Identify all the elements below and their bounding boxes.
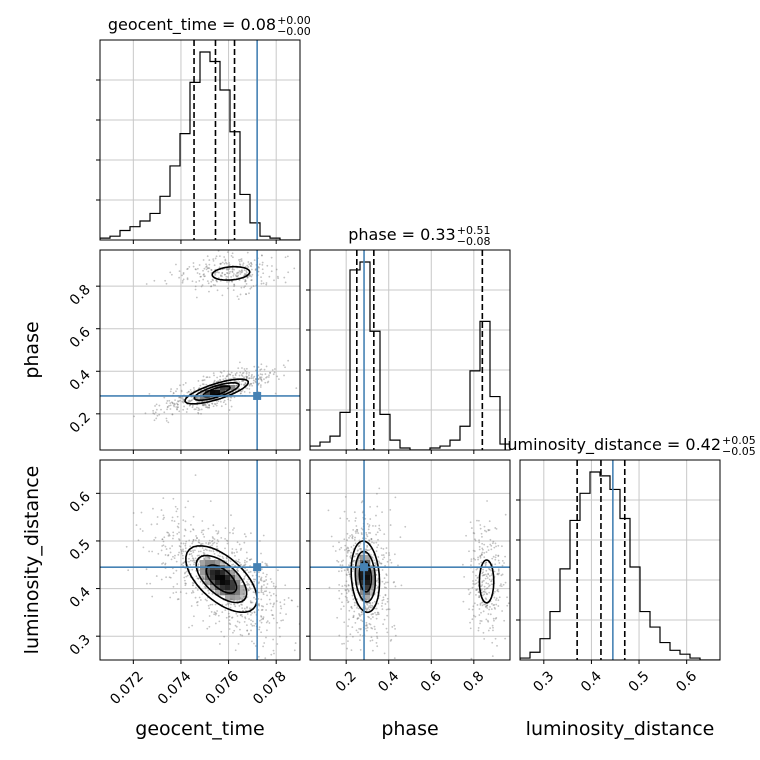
injection-marker [253,392,261,400]
injection-marker [253,563,261,571]
title-text-geocent_time: geocent_time = 0.08 [108,15,276,35]
plot-area [520,460,720,660]
plot-area [100,40,300,240]
plot-area [310,460,510,677]
title-text-luminosity_distance: luminosity_distance = 0.42 [503,435,721,455]
density-panel-luminosity_distance-vs-phase: 0.2 0.4 0.6 0.8 [306,460,510,695]
x-tick-label-luminosity_distance-1: 0.4 [578,668,605,695]
histogram-panel-geocent_time [96,40,300,244]
title-minus-geocent_time: −0.00 [277,25,311,38]
contour-0-1 [212,267,250,280]
plot-area [97,460,325,666]
panel-frame [310,460,510,660]
x-axis-label-geocent_time: geocent_time [135,718,264,740]
y-tick-label-phase-0: 0.2 [67,409,94,436]
y-tick-label-luminosity_distance-2: 0.5 [67,536,94,563]
corner-plot: 0.20.40.60.80.072 0.074 0.076 0.0780.30.40.… [0,0,760,760]
histogram-panel-phase [306,250,510,454]
x-tick-label-phase-2: 0.6 [418,668,445,695]
title-phase: phase = 0.33 +0.51−0.08 [348,224,490,248]
histogram-panel-luminosity_distance: 0.3 0.4 0.5 0.6 [516,460,720,695]
y-tick-label-luminosity_distance-0: 0.3 [67,632,94,659]
x-tick-label-phase-3: 0.8 [460,668,487,695]
density-panel-luminosity_distance-vs-geocent_time: 0.072 0.074 0.076 0.078 0.3 0.4 0.5 0.6 [67,460,325,708]
y-tick-label-phase-3: 0.8 [67,282,94,309]
density-panel-phase-vs-geocent_time: 0.2 0.4 0.6 0.8 [67,250,300,454]
x-tick-label-luminosity_distance-0: 0.3 [530,668,557,695]
x-axis-label-luminosity_distance: luminosity_distance [526,718,715,740]
x-tick-label-phase-0: 0.2 [333,668,360,695]
y-tick-label-luminosity_distance-3: 0.6 [67,489,94,516]
y-tick-label-phase-2: 0.6 [67,324,94,351]
x-tick-label-geocent_time-3: 0.078 [250,668,290,708]
title-luminosity_distance: luminosity_distance = 0.42 +0.05−0.05 [503,434,756,458]
panel-frame [100,250,300,450]
injection-marker [360,563,368,571]
x-tick-label-geocent_time-2: 0.076 [203,668,243,708]
x-axis-label-phase: phase [381,718,438,740]
y-axis-label-luminosity_distance: luminosity_distance [21,466,43,655]
title-geocent_time: geocent_time = 0.08 +0.00−0.00 [108,14,311,38]
y-tick-label-phase-1: 0.4 [67,367,94,394]
x-tick-label-geocent_time-0: 0.072 [107,668,147,708]
x-tick-label-phase-1: 0.4 [375,668,402,695]
y-axis-label-phase: phase [21,321,43,378]
x-tick-label-luminosity_distance-2: 0.5 [626,668,653,695]
x-tick-label-geocent_time-1: 0.074 [155,668,195,708]
title-text-phase: phase = 0.33 [348,225,455,244]
title-minus-luminosity_distance: −0.05 [722,445,756,458]
plot-area [100,250,300,450]
y-tick-label-luminosity_distance-1: 0.4 [67,584,94,611]
x-tick-label-luminosity_distance-3: 0.6 [673,668,700,695]
title-minus-phase: −0.08 [457,235,491,248]
plot-area [310,250,510,450]
